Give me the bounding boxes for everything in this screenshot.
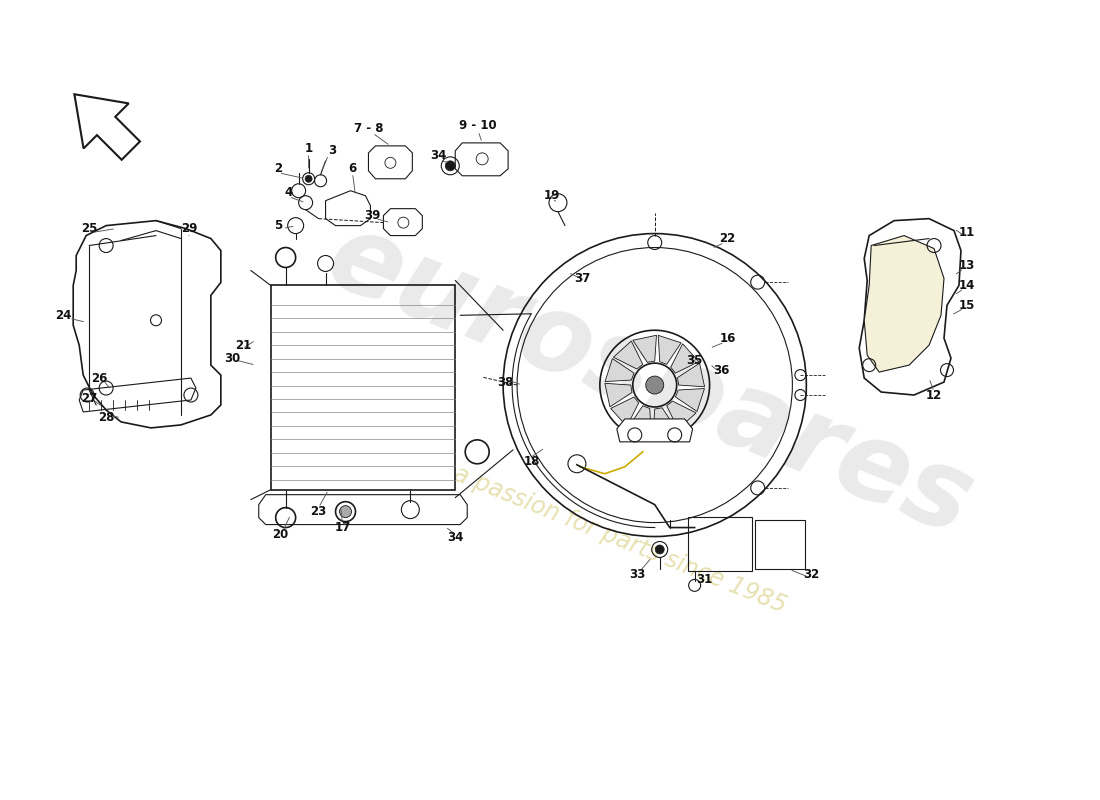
Text: 22: 22 xyxy=(719,232,736,245)
Polygon shape xyxy=(75,94,140,160)
Text: 24: 24 xyxy=(55,309,72,322)
Circle shape xyxy=(656,545,664,554)
Bar xyxy=(688,517,752,571)
Text: 9 - 10: 9 - 10 xyxy=(460,119,497,133)
Circle shape xyxy=(305,175,312,182)
Text: 34: 34 xyxy=(447,531,463,544)
Text: 12: 12 xyxy=(926,389,943,402)
Text: 31: 31 xyxy=(696,573,713,586)
Text: eurospares: eurospares xyxy=(312,202,988,558)
Polygon shape xyxy=(658,335,681,364)
Text: a passion for parts since 1985: a passion for parts since 1985 xyxy=(450,462,790,618)
Polygon shape xyxy=(675,389,704,411)
Text: 3: 3 xyxy=(329,144,337,158)
Text: 34: 34 xyxy=(430,150,447,162)
Text: 23: 23 xyxy=(310,505,327,518)
Text: 36: 36 xyxy=(714,364,729,377)
Text: 35: 35 xyxy=(686,354,703,366)
Text: 26: 26 xyxy=(91,371,108,385)
Polygon shape xyxy=(617,419,693,442)
Polygon shape xyxy=(605,358,634,382)
Text: 28: 28 xyxy=(98,411,114,425)
Circle shape xyxy=(340,506,352,518)
Text: 14: 14 xyxy=(959,279,975,292)
Polygon shape xyxy=(614,341,642,369)
Text: 15: 15 xyxy=(959,299,975,312)
Text: 37: 37 xyxy=(574,272,590,285)
Text: 13: 13 xyxy=(959,259,975,272)
Text: 18: 18 xyxy=(524,455,540,468)
Text: 38: 38 xyxy=(497,375,514,389)
Bar xyxy=(271,286,455,490)
Polygon shape xyxy=(667,401,696,429)
Text: 6: 6 xyxy=(349,162,356,175)
Text: 17: 17 xyxy=(334,521,351,534)
Text: 2: 2 xyxy=(275,162,283,175)
Circle shape xyxy=(646,376,663,394)
Polygon shape xyxy=(653,408,676,435)
Text: 20: 20 xyxy=(273,528,289,541)
Text: 11: 11 xyxy=(959,226,975,239)
Text: 4: 4 xyxy=(285,186,293,199)
Text: 21: 21 xyxy=(234,338,251,352)
Text: 25: 25 xyxy=(81,222,98,235)
Polygon shape xyxy=(671,344,698,373)
Circle shape xyxy=(446,161,455,170)
Text: 29: 29 xyxy=(180,222,197,235)
Text: 7 - 8: 7 - 8 xyxy=(354,122,383,135)
Text: 19: 19 xyxy=(543,190,560,202)
Text: 39: 39 xyxy=(364,209,381,222)
Text: 32: 32 xyxy=(803,568,820,581)
Text: 1: 1 xyxy=(305,142,312,155)
Polygon shape xyxy=(610,397,639,426)
Text: 5: 5 xyxy=(275,219,283,232)
Text: 27: 27 xyxy=(81,391,97,405)
Polygon shape xyxy=(678,363,705,386)
Polygon shape xyxy=(632,335,657,362)
Text: 33: 33 xyxy=(629,568,646,581)
Text: 16: 16 xyxy=(719,332,736,345)
Polygon shape xyxy=(605,383,632,407)
Text: 30: 30 xyxy=(224,352,241,365)
Polygon shape xyxy=(628,406,651,434)
Bar xyxy=(756,519,805,570)
Polygon shape xyxy=(865,235,944,372)
